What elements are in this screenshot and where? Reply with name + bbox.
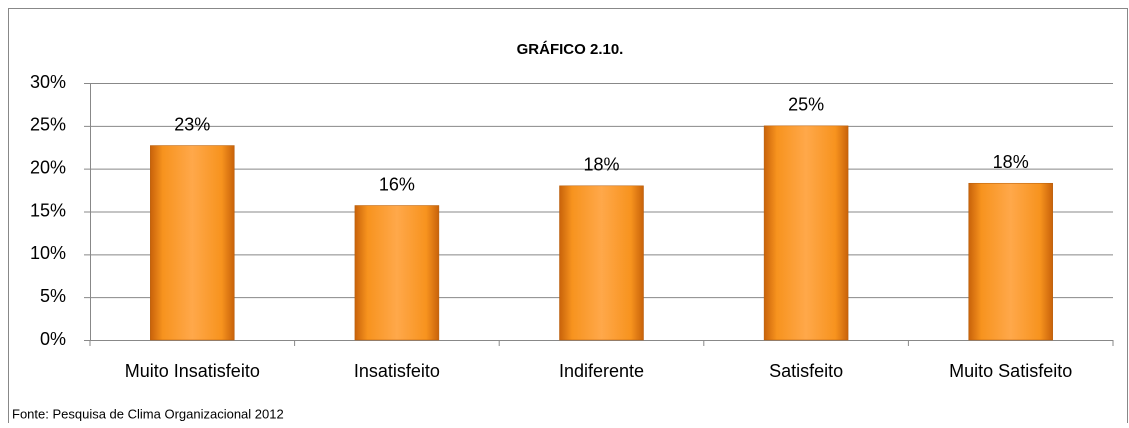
x-tick-label: Satisfeito xyxy=(769,361,843,381)
y-tick-label: 25% xyxy=(30,115,66,135)
y-tick-label: 30% xyxy=(30,72,66,92)
bar xyxy=(150,145,235,341)
y-tick-label: 15% xyxy=(30,200,66,220)
chart-title: GRÁFICO 2.10. xyxy=(517,41,624,58)
value-label: 18% xyxy=(993,152,1029,172)
x-tick-label: Insatisfeito xyxy=(354,361,440,381)
chart-border xyxy=(8,8,1128,428)
source-note: Fonte: Pesquisa de Clima Organizacional … xyxy=(12,406,284,421)
y-tick-label: 20% xyxy=(30,157,66,177)
value-label: 18% xyxy=(583,155,619,175)
value-label: 25% xyxy=(788,95,824,115)
value-label: 16% xyxy=(379,174,415,194)
bar xyxy=(354,205,440,341)
x-tick-label: Muito Satisfeito xyxy=(949,361,1072,381)
x-tick-label: Muito Insatisfeito xyxy=(125,361,260,381)
x-tick-label: Indiferente xyxy=(559,361,644,381)
bar xyxy=(763,125,849,341)
bar xyxy=(968,182,1053,341)
y-tick-label: 5% xyxy=(40,286,66,306)
y-tick-label: 10% xyxy=(30,243,66,263)
value-label: 23% xyxy=(174,114,210,134)
bar xyxy=(559,185,644,341)
y-tick-label: 0% xyxy=(40,329,66,349)
